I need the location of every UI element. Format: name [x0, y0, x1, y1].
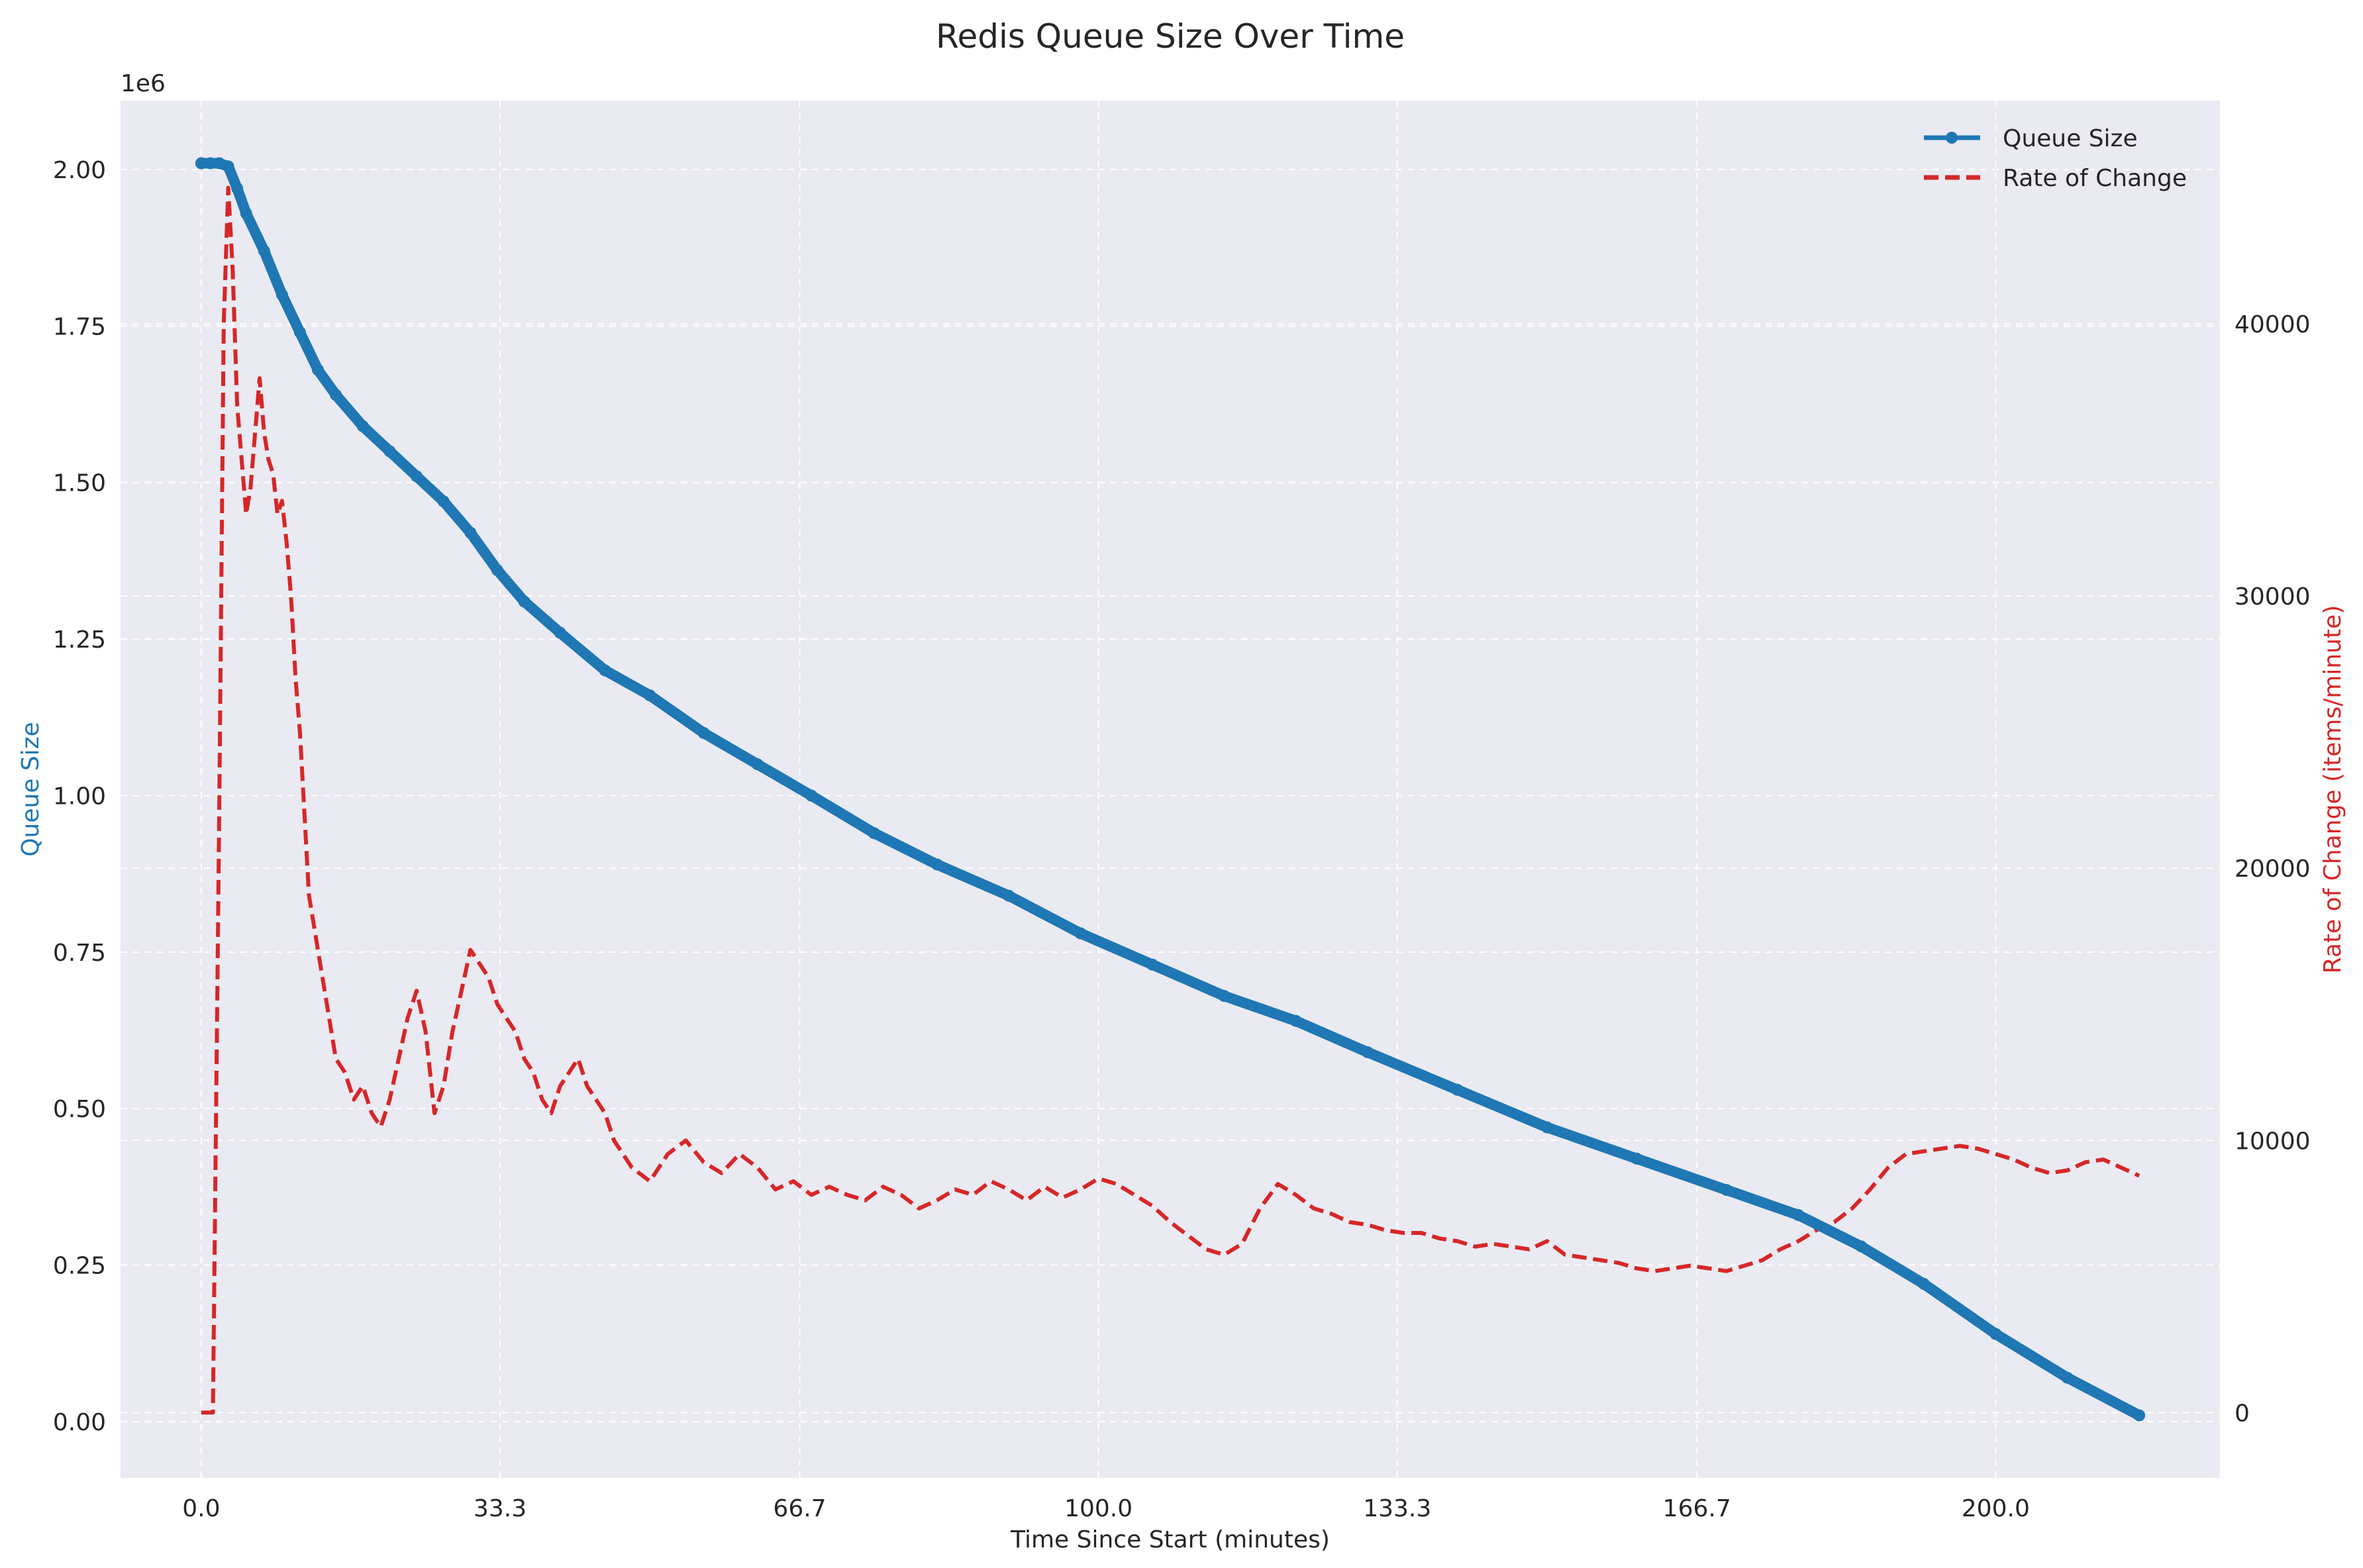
queue-size-point	[697, 726, 710, 739]
y-right-tick-label: 30000	[2235, 583, 2311, 611]
queue-size-point	[1989, 1328, 2002, 1340]
y-left-tick-label: 0.00	[53, 1409, 106, 1436]
queue-size-point	[805, 789, 818, 802]
y-right-tick-label: 40000	[2235, 311, 2311, 338]
queue-size-point	[1631, 1152, 1643, 1165]
y-right-tick-label: 0	[2235, 1400, 2250, 1427]
queue-size-point	[1003, 889, 1015, 902]
y-left-tick-label: 2.00	[53, 157, 106, 184]
x-tick-label: 66.7	[773, 1495, 826, 1522]
y-left-tick-label: 0.75	[53, 940, 106, 967]
queue-size-point	[1289, 1014, 1302, 1027]
queue-size-point	[383, 445, 396, 458]
legend: Queue Size Rate of Change	[1924, 125, 2187, 192]
queue-size-point	[240, 207, 252, 220]
queue-size-point	[1855, 1240, 1868, 1253]
queue-size-point	[330, 389, 342, 401]
queue-size-point	[2133, 1409, 2146, 1422]
queue-size-point	[868, 827, 880, 840]
queue-size-point	[195, 157, 207, 170]
x-axis-title: Time Since Start (minutes)	[1010, 1526, 1330, 1553]
queue-size-point	[276, 289, 288, 301]
queue-size-point	[293, 326, 306, 338]
y-left-tick-label: 1.25	[53, 626, 106, 654]
queue-size-point	[599, 664, 611, 677]
queue-size-point	[464, 526, 477, 539]
x-tick-label: 200.0	[1962, 1495, 2030, 1522]
legend-queue-marker	[1946, 132, 1958, 144]
queue-size-point	[518, 595, 530, 608]
y-left-tick-label: 1.00	[53, 783, 106, 810]
queue-size-point	[1792, 1208, 1805, 1221]
queue-size-point	[1720, 1184, 1733, 1197]
y-axis-left-title: Queue Size	[17, 722, 44, 857]
queue-size-point	[222, 160, 234, 173]
y-left-tick-label: 1.50	[53, 470, 106, 497]
x-tick-label: 100.0	[1064, 1495, 1132, 1522]
queue-size-point	[930, 858, 943, 871]
queue-size-point	[213, 157, 225, 170]
legend-rate-label: Rate of Change	[2003, 165, 2187, 192]
queue-size-point	[356, 420, 369, 432]
queue-size-point	[437, 495, 450, 508]
series-line-rate-of-change	[201, 185, 2140, 1415]
queue-size-point	[231, 182, 244, 195]
queue-size-point	[491, 564, 503, 577]
queue-size-point	[1451, 1083, 1464, 1096]
series-layer	[195, 157, 2146, 1422]
x-tick-label: 133.3	[1363, 1495, 1431, 1522]
y-left-tick-label: 0.50	[53, 1096, 106, 1123]
queue-size-point	[1541, 1121, 1553, 1134]
queue-size-point	[554, 626, 566, 639]
queue-size-point	[644, 689, 656, 702]
y-right-tick-label: 20000	[2235, 856, 2311, 883]
queue-size-point	[411, 470, 423, 483]
y-left-tick-label: 0.25	[53, 1253, 106, 1280]
grid	[121, 101, 2220, 1478]
y-right-tick-label: 10000	[2235, 1128, 2311, 1155]
y-left-tick-label: 1.75	[53, 313, 106, 340]
legend-queue-label: Queue Size	[2003, 125, 2138, 152]
queue-size-point	[204, 157, 217, 170]
chart-title: Redis Queue Size Over Time	[936, 17, 1405, 56]
queue-size-point	[1362, 1046, 1374, 1059]
queue-size-point	[1146, 958, 1158, 971]
y-axis-right-title: Rate of Change (items/minute)	[2319, 605, 2346, 974]
queue-size-point	[312, 364, 324, 376]
y-axis-left-multiplier: 1e6	[121, 70, 166, 97]
x-tick-label: 166.7	[1663, 1495, 1731, 1522]
x-tick-label: 0.0	[182, 1495, 220, 1522]
queue-size-point	[1917, 1277, 1930, 1290]
tick-labels: 0.0 33.3 66.7 100.0 133.3 166.7 200.0 0.00 0.25 0…	[53, 157, 2311, 1522]
queue-size-point	[258, 244, 270, 257]
series-line-queue-size	[195, 158, 2145, 1421]
queue-size-point	[751, 758, 764, 771]
queue-size-point	[1074, 927, 1087, 940]
x-tick-label: 33.3	[474, 1495, 527, 1522]
queue-size-point	[1218, 990, 1231, 1002]
queue-size-point	[2061, 1371, 2074, 1384]
